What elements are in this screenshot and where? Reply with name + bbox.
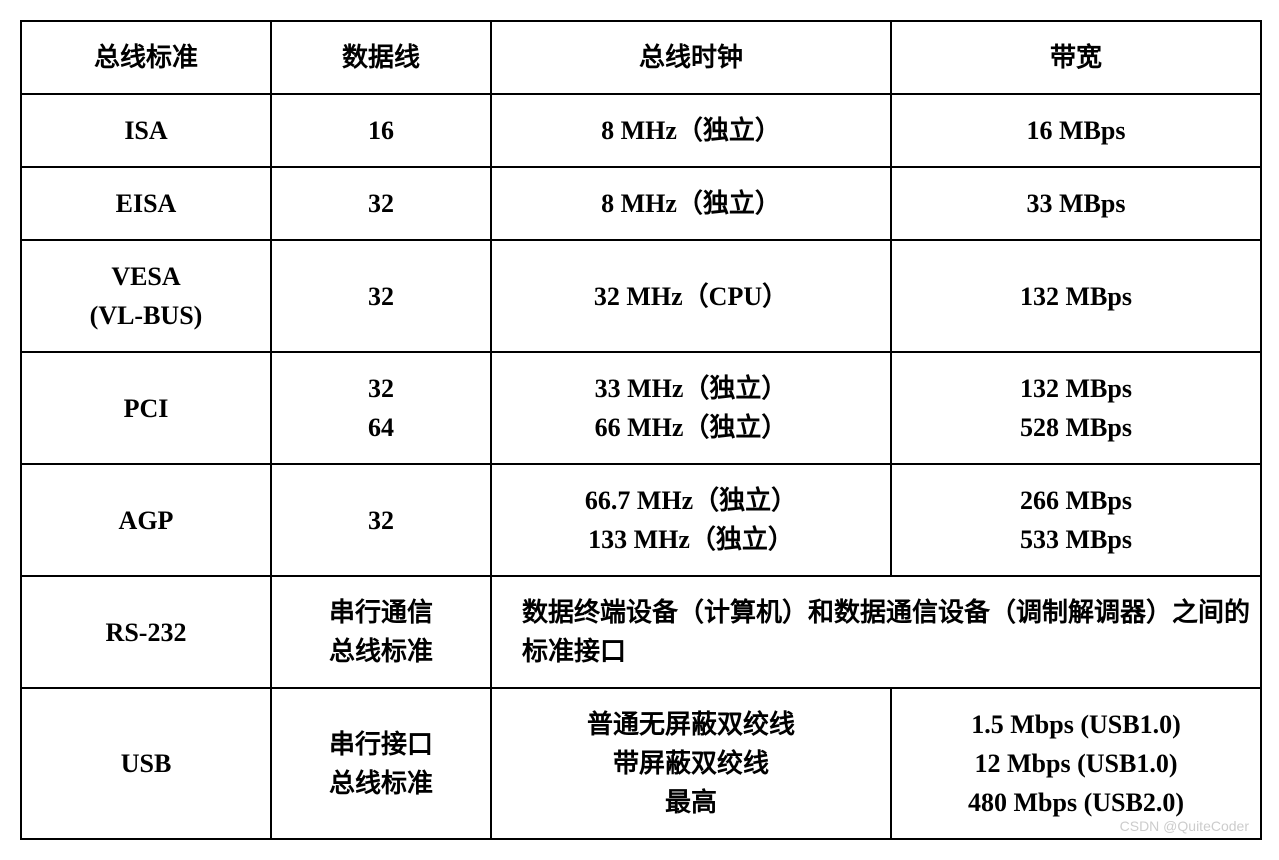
table-row: VESA (VL-BUS) 32 32 MHz（CPU） 132 MBps (21, 240, 1261, 352)
cell-data-lines: 串行接口 总线标准 (271, 688, 491, 839)
bus-standards-table: 总线标准 数据线 总线时钟 带宽 ISA 16 8 MHz（独立） 16 MBp… (20, 20, 1262, 840)
header-bus-standard: 总线标准 (21, 21, 271, 94)
table-body: 总线标准 数据线 总线时钟 带宽 ISA 16 8 MHz（独立） 16 MBp… (21, 21, 1261, 839)
cell-data-lines: 32 64 (271, 352, 491, 464)
cell-merged-description: 数据终端设备（计算机）和数据通信设备（调制解调器）之间的标准接口 (491, 576, 1261, 688)
cell-bus-clock: 普通无屏蔽双绞线 带屏蔽双绞线 最高 (491, 688, 891, 839)
cell-bandwidth: 33 MBps (891, 167, 1261, 240)
table-row: USB 串行接口 总线标准 普通无屏蔽双绞线 带屏蔽双绞线 最高 1.5 Mbp… (21, 688, 1261, 839)
cell-bus-standard: PCI (21, 352, 271, 464)
cell-bandwidth: 1.5 Mbps (USB1.0) 12 Mbps (USB1.0) 480 M… (891, 688, 1261, 839)
cell-data-lines: 32 (271, 464, 491, 576)
cell-bus-clock: 66.7 MHz（独立） 133 MHz（独立） (491, 464, 891, 576)
cell-data-lines: 16 (271, 94, 491, 167)
cell-bus-clock: 32 MHz（CPU） (491, 240, 891, 352)
cell-bus-standard: EISA (21, 167, 271, 240)
cell-data-lines: 32 (271, 240, 491, 352)
cell-bus-standard: ISA (21, 94, 271, 167)
cell-bandwidth: 132 MBps (891, 240, 1261, 352)
cell-bus-standard: AGP (21, 464, 271, 576)
cell-bus-standard: RS-232 (21, 576, 271, 688)
table-row: ISA 16 8 MHz（独立） 16 MBps (21, 94, 1261, 167)
cell-bus-clock: 33 MHz（独立） 66 MHz（独立） (491, 352, 891, 464)
header-bus-clock: 总线时钟 (491, 21, 891, 94)
table-row: PCI 32 64 33 MHz（独立） 66 MHz（独立） 132 MBps… (21, 352, 1261, 464)
cell-data-lines: 串行通信 总线标准 (271, 576, 491, 688)
watermark-text: CSDN @QuiteCoder (1120, 818, 1249, 834)
cell-data-lines: 32 (271, 167, 491, 240)
table-row: RS-232 串行通信 总线标准 数据终端设备（计算机）和数据通信设备（调制解调… (21, 576, 1261, 688)
header-data-lines: 数据线 (271, 21, 491, 94)
header-bandwidth: 带宽 (891, 21, 1261, 94)
cell-bandwidth: 16 MBps (891, 94, 1261, 167)
cell-bus-standard: VESA (VL-BUS) (21, 240, 271, 352)
cell-bus-clock: 8 MHz（独立） (491, 94, 891, 167)
table-row: AGP 32 66.7 MHz（独立） 133 MHz（独立） 266 MBps… (21, 464, 1261, 576)
cell-bandwidth: 132 MBps 528 MBps (891, 352, 1261, 464)
table-header-row: 总线标准 数据线 总线时钟 带宽 (21, 21, 1261, 94)
cell-bus-standard: USB (21, 688, 271, 839)
cell-bus-clock: 8 MHz（独立） (491, 167, 891, 240)
cell-bandwidth: 266 MBps 533 MBps (891, 464, 1261, 576)
table-row: EISA 32 8 MHz（独立） 33 MBps (21, 167, 1261, 240)
